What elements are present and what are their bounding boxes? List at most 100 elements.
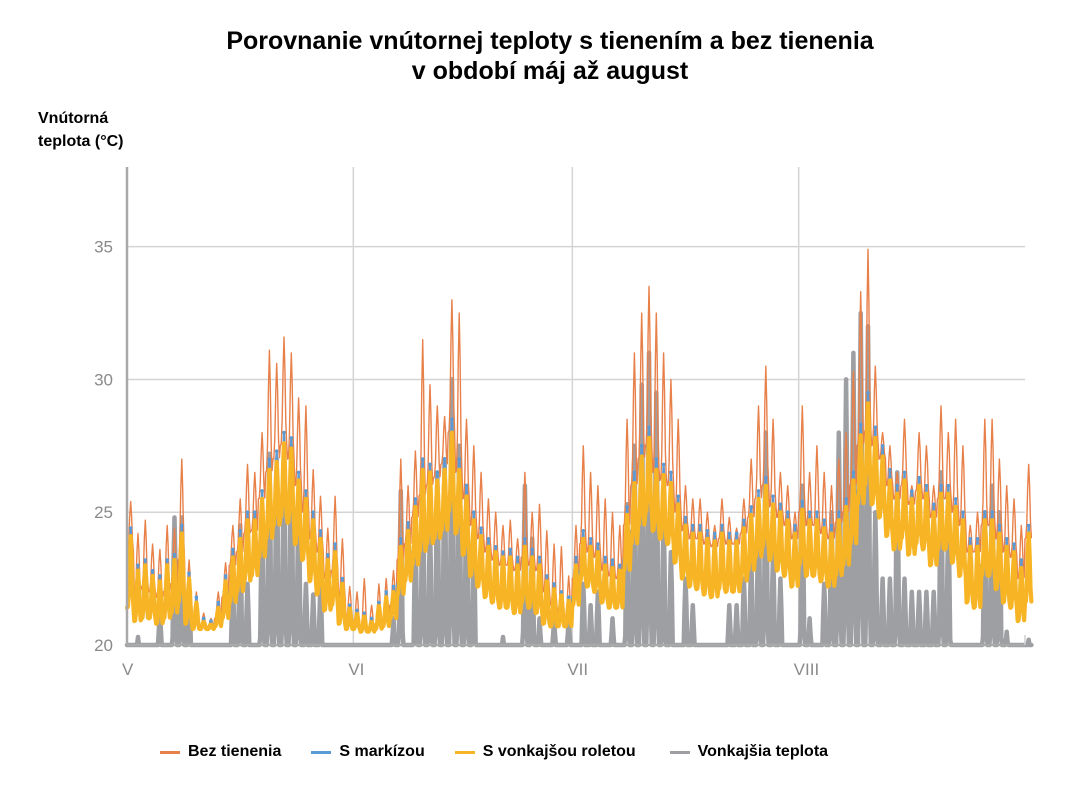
series-line-bez-tienenia <box>126 248 1033 630</box>
data-point-s-markizou <box>201 616 206 621</box>
data-point-s-markizou <box>712 531 717 536</box>
data-point-s-markizou <box>493 544 498 549</box>
data-point-s-markizou <box>829 523 834 528</box>
data-point-s-markizou <box>566 595 571 599</box>
data-point-s-markizou <box>282 430 286 435</box>
data-point-s-markizou <box>902 470 907 475</box>
series-line-s-vonkajsou-roletou <box>124 401 1034 634</box>
legend-item-bez-tienenia: Bez tienenia <box>160 743 281 761</box>
data-point-s-markizou <box>1004 536 1009 541</box>
data-point-s-markizou <box>822 518 827 522</box>
data-point-s-markizou <box>632 470 637 475</box>
axes: 20 25 30 35 V VI VII VIII <box>94 167 1026 679</box>
data-point-s-markizou <box>858 422 863 427</box>
data-point-s-markizou <box>318 529 323 533</box>
data-point-s-markizou <box>910 489 914 493</box>
data-point-s-markizou <box>523 536 527 541</box>
data-point-s-markizou <box>515 555 520 560</box>
data-point-s-markizou <box>223 574 228 578</box>
data-point-s-markizou <box>340 576 345 581</box>
data-point-s-markizou <box>866 390 870 395</box>
legend-label: S markízou <box>339 743 425 760</box>
data-point-s-markizou <box>734 531 739 536</box>
data-point-s-markizou <box>625 505 629 509</box>
legend-swatch-s-vonkajsou-roletou <box>454 750 475 754</box>
data-point-s-markizou <box>837 510 841 515</box>
data-point-s-markizou <box>778 502 783 507</box>
data-point-s-markizou <box>727 531 732 536</box>
y-axis-label-line-1: Vnútorná <box>38 110 109 127</box>
data-point-s-markizou <box>815 510 819 515</box>
data-point-s-markizou <box>245 510 250 515</box>
chart-title-line-1: Porovnanie vnútornej teploty s tienením … <box>226 27 874 55</box>
data-point-s-markizou <box>654 457 659 461</box>
data-point-s-markizou <box>413 497 418 501</box>
data-point-s-markizou <box>581 529 586 533</box>
data-point-s-markizou <box>216 600 221 605</box>
data-point-s-markizou <box>559 590 564 594</box>
legend-label: S vonkajšou roletou <box>482 743 636 760</box>
data-point-s-markizou <box>793 523 797 528</box>
data-point-s-markizou <box>1012 542 1016 546</box>
data-point-s-markizou <box>997 523 1002 528</box>
data-point-s-markizou <box>136 563 140 568</box>
data-point-s-markizou <box>888 467 892 472</box>
legend-swatch-bez-tienenia <box>160 750 180 754</box>
legend-swatch-vonkajsia-teplota <box>669 750 690 754</box>
data-point-s-markizou <box>150 568 155 573</box>
data-point-s-markizou <box>844 497 848 501</box>
data-point-s-markizou <box>486 536 491 541</box>
data-point-s-markizou <box>128 526 133 530</box>
chart-title: Porovnanie vnútornej teploty s tienením … <box>0 26 1067 86</box>
data-point-s-markizou <box>369 616 374 621</box>
data-point-s-markizou <box>596 542 600 546</box>
data-point-s-markizou <box>720 523 724 528</box>
legend: Bez tienenia S markízou S vonkajšou role… <box>160 743 858 761</box>
data-point-s-markizou <box>165 558 169 562</box>
data-point-s-markizou <box>676 494 681 499</box>
y-tick-label: 25 <box>94 503 113 522</box>
data-point-s-markizou <box>464 483 469 488</box>
data-point-s-markizou <box>398 536 403 541</box>
data-point-s-markizou <box>756 489 761 493</box>
x-tick-label: VI <box>348 660 364 679</box>
data-point-s-markizou <box>742 518 746 522</box>
data-point-s-markizou <box>661 462 666 467</box>
data-point-s-markizou <box>544 574 549 578</box>
data-point-s-markizou <box>179 523 184 528</box>
data-point-s-markizou <box>296 470 301 475</box>
data-point-s-markizou <box>683 515 688 520</box>
data-point-s-markizou <box>873 425 878 430</box>
data-point-s-markizou <box>698 523 702 528</box>
data-point-s-markizou <box>983 510 987 515</box>
data-point-s-markizou <box>749 505 754 509</box>
data-point-s-markizou <box>143 558 148 562</box>
data-point-s-markizou <box>603 555 608 560</box>
data-point-s-markizou <box>939 483 943 488</box>
data-point-s-markizou <box>771 494 775 499</box>
data-point-s-markizou <box>377 600 381 605</box>
data-point-s-markizou <box>1019 558 1024 562</box>
data-point-s-markizou <box>610 558 615 562</box>
data-point-s-markizou <box>639 444 644 448</box>
data-point-s-markizou <box>428 462 432 467</box>
x-tick-label: V <box>122 660 134 679</box>
data-point-s-markizou <box>968 536 973 541</box>
data-point-s-markizou <box>362 611 367 615</box>
data-point-s-markizou <box>851 470 856 475</box>
data-point-s-markizou <box>471 510 476 515</box>
data-point-s-markizou <box>384 590 388 594</box>
legend-item-s-vonkajsou-roletou: S vonkajšou roletou <box>454 743 636 761</box>
data-point-s-markizou <box>479 526 483 530</box>
data-point-s-markizou <box>187 571 191 576</box>
data-point-s-markizou <box>764 475 768 480</box>
data-point-s-markizou <box>304 489 308 493</box>
data-point-s-markizou <box>420 457 425 461</box>
x-tick-label: VIII <box>794 660 820 679</box>
data-point-s-markizou <box>924 483 929 488</box>
data-point-s-markizou <box>508 547 513 552</box>
data-point-s-markizou <box>333 542 337 546</box>
data-point-s-markizou <box>691 523 695 528</box>
data-point-s-markizou <box>1026 523 1031 528</box>
data-point-s-markizou <box>406 521 410 525</box>
